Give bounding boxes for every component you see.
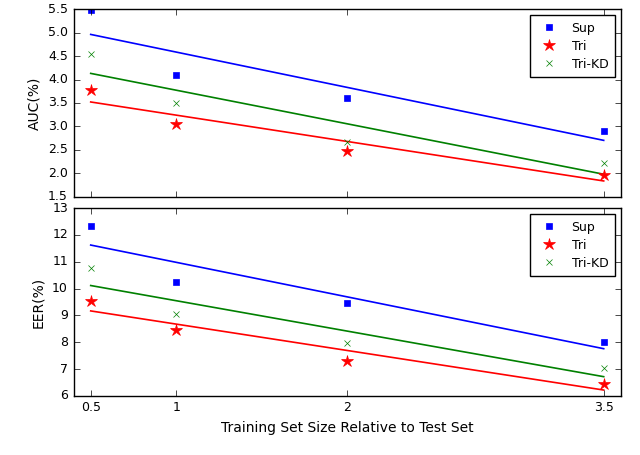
Tri bbox=[87, 298, 95, 303]
Sup bbox=[87, 223, 95, 228]
Sup bbox=[343, 96, 351, 101]
Tri-KD bbox=[343, 139, 351, 145]
Tri-KD bbox=[87, 51, 95, 56]
Sup bbox=[600, 339, 607, 345]
Tri bbox=[172, 328, 180, 333]
Line: Sup: Sup bbox=[87, 222, 607, 346]
Sup bbox=[87, 7, 95, 13]
Sup bbox=[172, 279, 180, 284]
Tri-KD bbox=[600, 160, 607, 166]
Y-axis label: EER(%): EER(%) bbox=[31, 277, 45, 328]
Line: Tri-KD: Tri-KD bbox=[87, 50, 607, 167]
Sup bbox=[600, 128, 607, 134]
Tri bbox=[172, 121, 180, 127]
Line: Tri: Tri bbox=[84, 294, 610, 390]
Line: Tri: Tri bbox=[84, 84, 610, 181]
Tri bbox=[87, 87, 95, 92]
Tri-KD bbox=[172, 311, 180, 317]
Tri bbox=[343, 358, 351, 364]
Legend: Sup, Tri, Tri-KD: Sup, Tri, Tri-KD bbox=[531, 15, 614, 77]
Sup bbox=[172, 72, 180, 77]
Tri bbox=[600, 172, 607, 177]
Legend: Sup, Tri, Tri-KD: Sup, Tri, Tri-KD bbox=[531, 214, 614, 276]
Line: Tri-KD: Tri-KD bbox=[87, 265, 607, 372]
Tri bbox=[343, 148, 351, 154]
Y-axis label: AUC(%): AUC(%) bbox=[27, 76, 41, 130]
Line: Sup: Sup bbox=[87, 6, 607, 135]
Tri bbox=[600, 381, 607, 386]
Tri-KD bbox=[87, 266, 95, 271]
Sup bbox=[343, 301, 351, 306]
Tri-KD bbox=[600, 366, 607, 371]
Tri-KD bbox=[343, 340, 351, 346]
Tri-KD bbox=[172, 100, 180, 106]
X-axis label: Training Set Size Relative to Test Set: Training Set Size Relative to Test Set bbox=[221, 421, 474, 435]
